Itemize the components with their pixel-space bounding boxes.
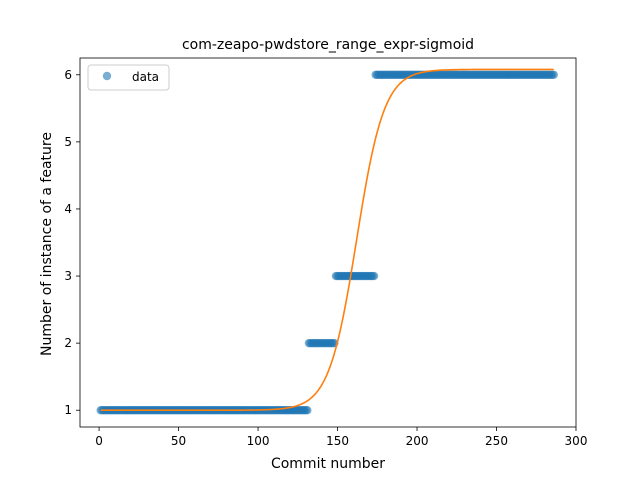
x-tick-label: 250: [485, 434, 508, 448]
plot-area: [96, 68, 558, 415]
data-point: [369, 271, 379, 281]
x-tick-label: 200: [406, 434, 429, 448]
data-point: [303, 406, 312, 415]
legend-label: data: [132, 70, 159, 84]
legend-box: [87, 64, 170, 91]
y-axis-label: Number of instance of a feature: [39, 132, 55, 356]
data-points: [96, 70, 558, 415]
x-tick-label: 50: [171, 434, 186, 448]
y-tick-label: 3: [64, 269, 72, 283]
axes: 0 50 100 150 200 250 300 1 2 3 4 5 6: [64, 57, 588, 448]
y-tick-label: 2: [64, 336, 72, 350]
data-point: [549, 70, 558, 79]
chart-title: com-zeapo-pwdstore_range_expr-sigmoid: [182, 37, 474, 53]
y-tick-label: 1: [64, 403, 72, 417]
sigmoid-fit-line: [100, 68, 554, 412]
legend-marker: [102, 71, 112, 81]
legend: data: [87, 64, 170, 91]
x-tick-label: 150: [326, 434, 349, 448]
x-tick-label: 100: [247, 434, 270, 448]
x-tick-label: 0: [95, 434, 103, 448]
y-tick-label: 4: [64, 202, 72, 216]
y-tick-label: 5: [64, 135, 72, 149]
axes-frame: [79, 57, 577, 428]
x-tick-label: 300: [565, 434, 588, 448]
x-axis-label: Commit number: [271, 456, 385, 472]
y-tick-label: 6: [64, 68, 72, 82]
